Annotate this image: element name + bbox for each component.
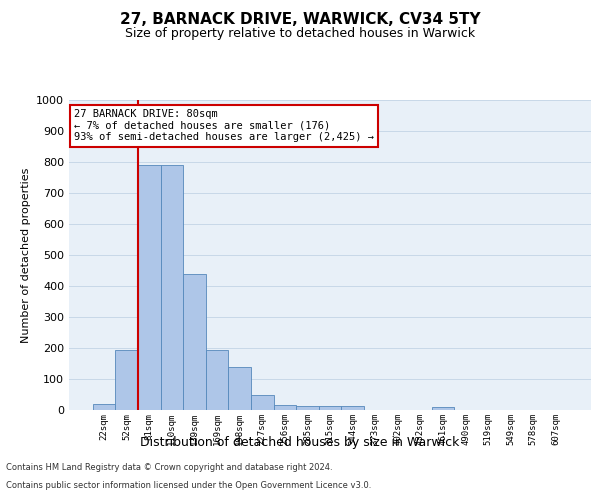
Bar [115, 350, 138, 410]
Text: Size of property relative to detached houses in Warwick: Size of property relative to detached ho… [125, 28, 475, 40]
Text: 27 BARNACK DRIVE: 80sqm
← 7% of detached houses are smaller (176)
93% of semi-de: 27 BARNACK DRIVE: 80sqm ← 7% of detached… [74, 110, 374, 142]
Bar [138, 165, 161, 410]
Bar [161, 165, 183, 410]
Bar [229, 366, 251, 410]
Text: Contains public sector information licensed under the Open Government Licence v3: Contains public sector information licen… [6, 481, 371, 490]
Bar [183, 274, 206, 410]
Bar [206, 350, 229, 410]
Bar [296, 406, 319, 410]
Y-axis label: Number of detached properties: Number of detached properties [20, 168, 31, 342]
Bar [431, 407, 454, 410]
Bar [251, 394, 274, 410]
Bar [93, 404, 115, 410]
Bar [319, 406, 341, 410]
Bar [274, 406, 296, 410]
Text: 27, BARNACK DRIVE, WARWICK, CV34 5TY: 27, BARNACK DRIVE, WARWICK, CV34 5TY [119, 12, 481, 28]
Text: Contains HM Land Registry data © Crown copyright and database right 2024.: Contains HM Land Registry data © Crown c… [6, 464, 332, 472]
Text: Distribution of detached houses by size in Warwick: Distribution of detached houses by size … [140, 436, 460, 449]
Bar [341, 406, 364, 410]
